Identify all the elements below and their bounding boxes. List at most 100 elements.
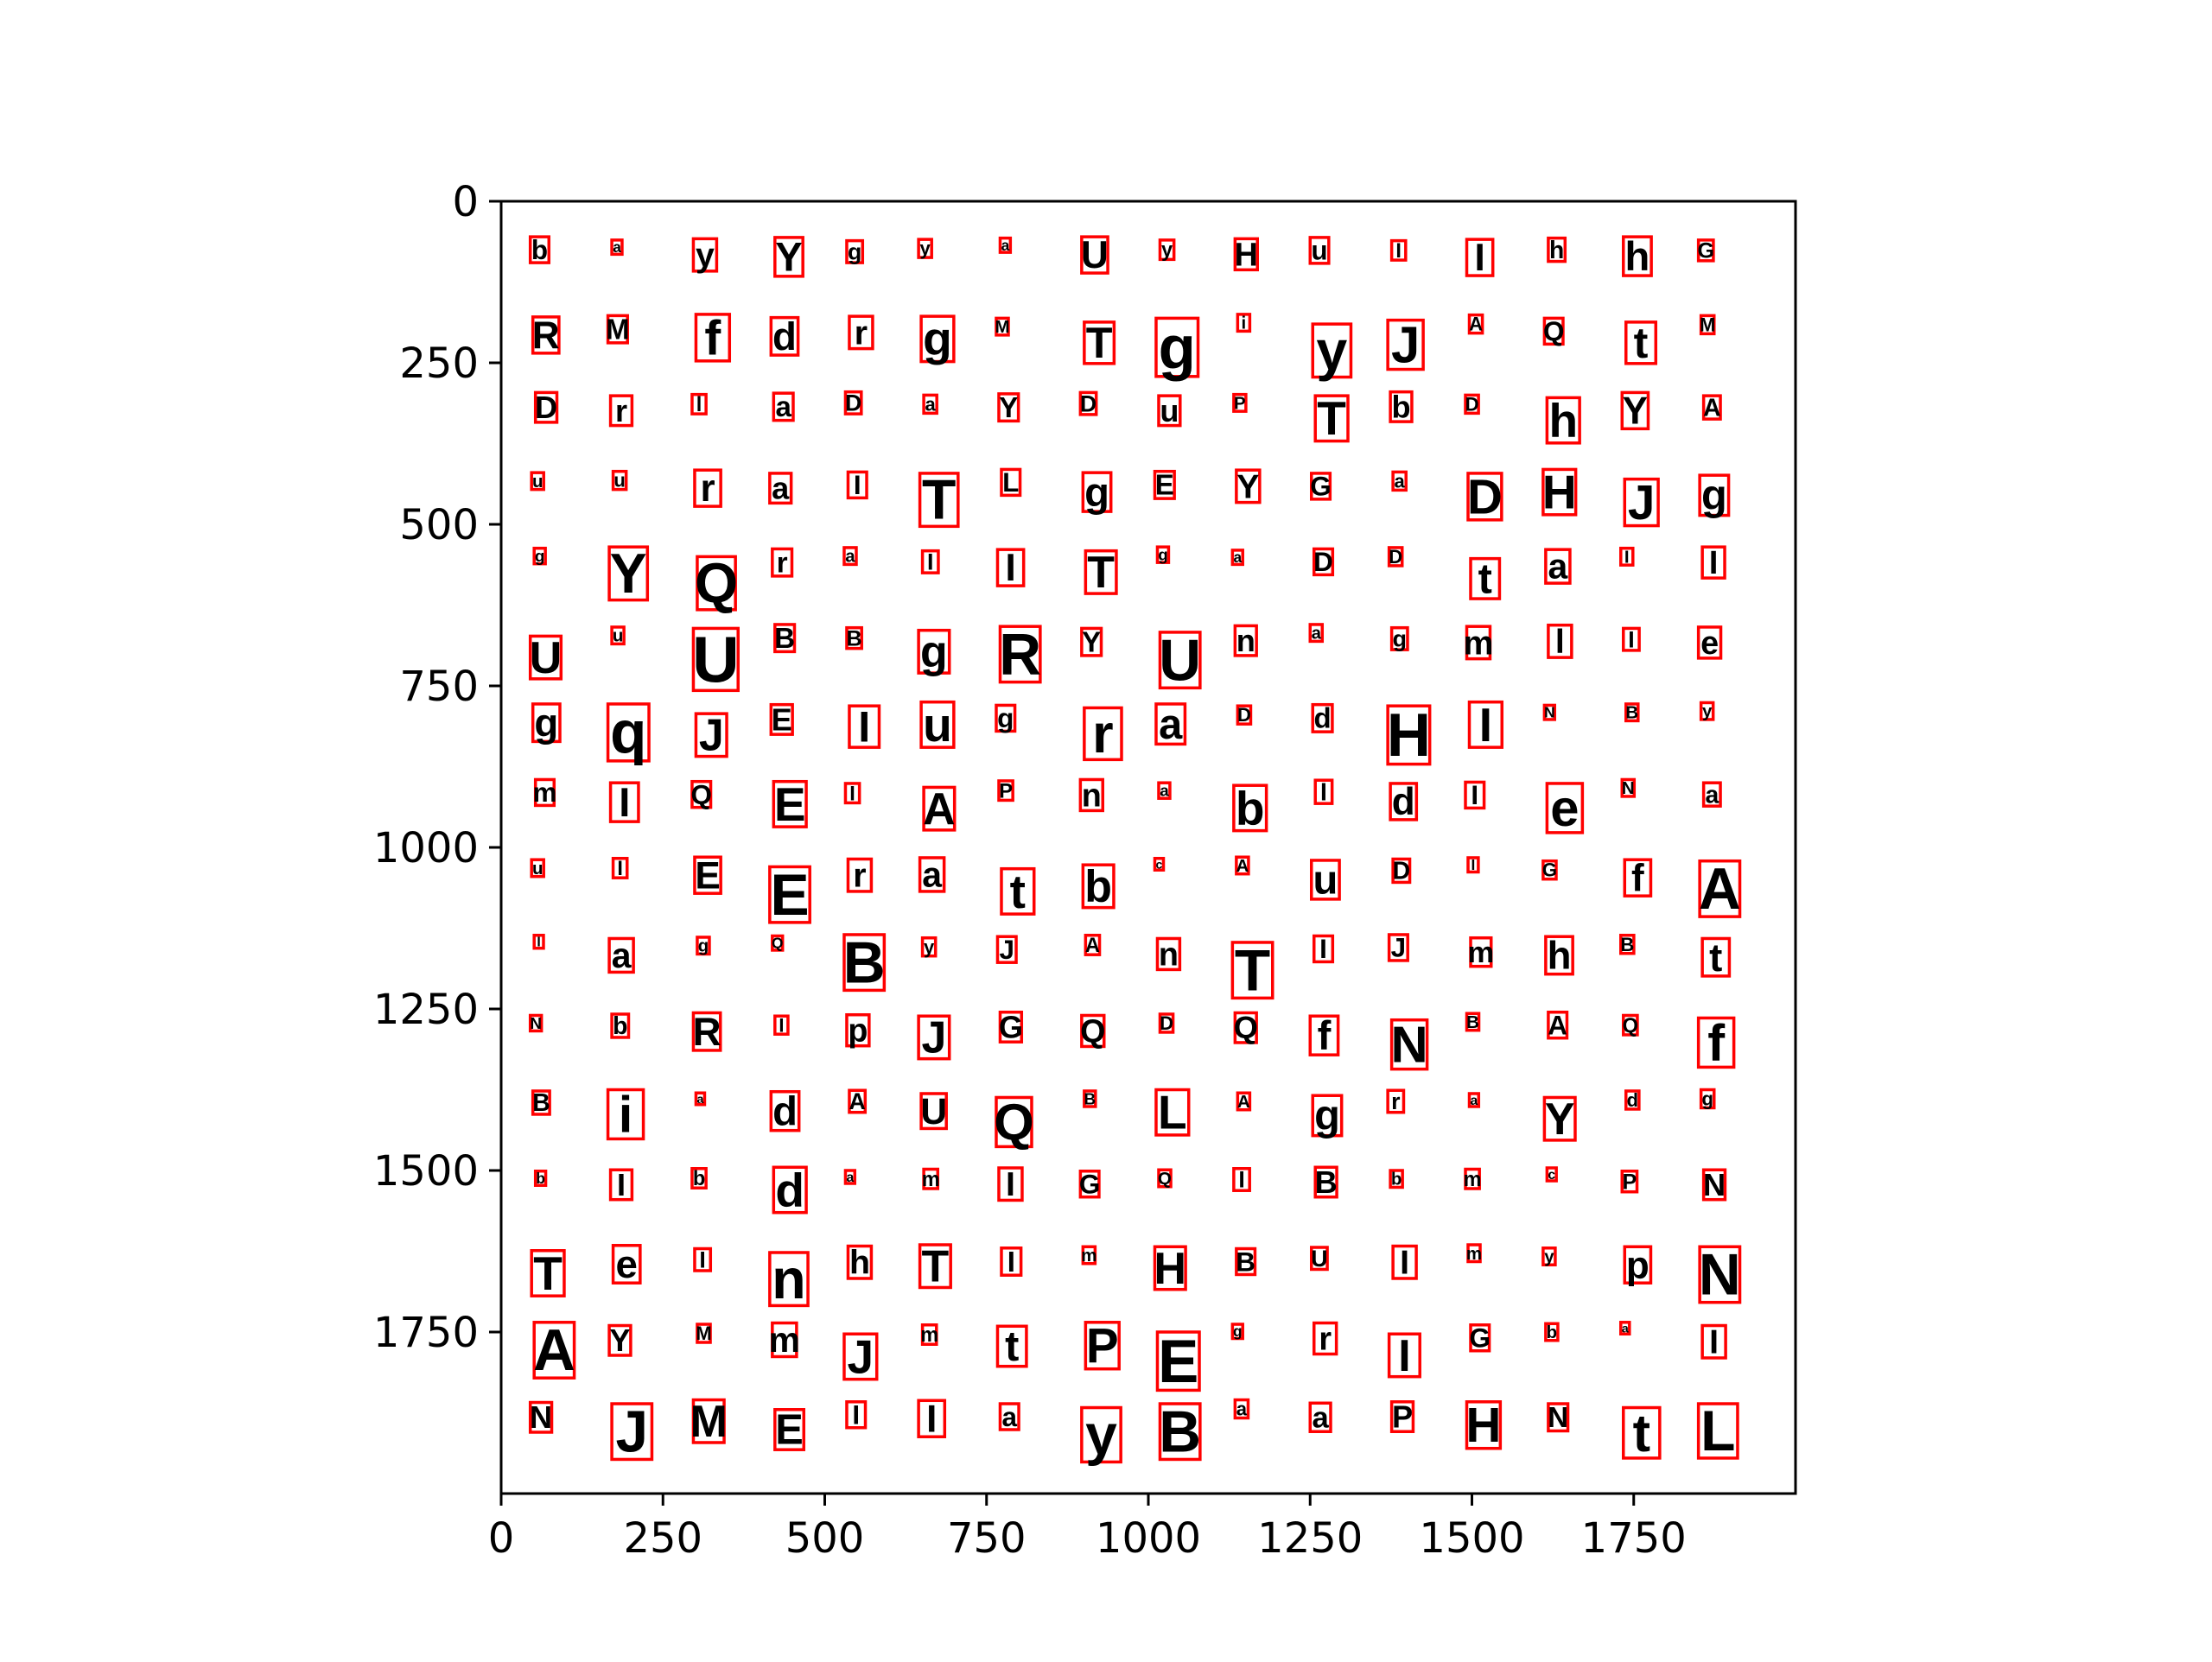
char-glyph: L <box>1158 1086 1187 1139</box>
y-tick-label: 1250 <box>373 986 479 1034</box>
char-bbox <box>610 625 626 646</box>
char-glyph: g <box>535 547 545 565</box>
char-mark: m <box>1081 1245 1096 1266</box>
char-glyph: I <box>1709 544 1718 580</box>
char-glyph: g <box>923 312 952 365</box>
char-glyph: n <box>1082 777 1102 813</box>
char-bbox <box>918 856 946 893</box>
char-glyph: I <box>699 1246 705 1272</box>
char-bbox <box>845 238 865 264</box>
char-mark: H <box>1465 1398 1503 1452</box>
char-mark: I <box>1000 1246 1023 1278</box>
char-bbox <box>773 1014 790 1036</box>
char-glyph: E <box>770 863 809 928</box>
char-mark: g <box>1311 1093 1344 1139</box>
char-glyph: r <box>777 546 788 578</box>
char-bbox <box>995 703 1017 733</box>
char-mark: h <box>1547 236 1567 263</box>
char-glyph: c <box>1156 857 1163 871</box>
char-mark: T <box>1083 318 1116 367</box>
char-bbox <box>1544 1322 1560 1342</box>
char-glyph: y <box>920 238 931 259</box>
char-mark: G <box>1078 1170 1101 1200</box>
char-mark: B <box>1083 1089 1097 1108</box>
char-bbox <box>1466 472 1503 522</box>
char-bbox <box>1467 700 1504 749</box>
char-glyph: I <box>1005 547 1015 589</box>
char-glyph: B <box>532 1088 550 1116</box>
char-glyph: m <box>1464 624 1494 662</box>
char-bbox <box>1080 1013 1106 1049</box>
char-mark: a <box>843 1169 857 1185</box>
char-bbox <box>772 1165 808 1215</box>
char-mark: m <box>1466 1243 1482 1264</box>
char-bbox <box>1387 1332 1421 1379</box>
char-mark: a <box>998 1402 1020 1432</box>
char-glyph: b <box>1547 1323 1557 1342</box>
char-glyph: a <box>612 936 632 975</box>
y-tick-label: 1750 <box>373 1309 479 1357</box>
char-bbox <box>1467 1092 1481 1108</box>
char-glyph: D <box>1237 704 1251 726</box>
char-glyph: l <box>696 393 702 416</box>
char-mark: Y <box>1235 467 1262 505</box>
char-bbox <box>1696 625 1723 660</box>
char-glyph: D <box>1389 546 1402 568</box>
char-glyph: a <box>1002 1402 1018 1432</box>
char-glyph: a <box>922 854 942 894</box>
char-mark: I <box>920 549 940 575</box>
char-glyph: Y <box>999 391 1018 423</box>
char-mark: I <box>845 1400 868 1430</box>
char-glyph: q <box>610 699 646 766</box>
char-bbox <box>1620 1169 1639 1194</box>
char-bbox <box>1389 625 1409 651</box>
char-glyph: T <box>922 469 956 531</box>
char-bbox <box>922 393 938 416</box>
char-mark: A <box>532 1318 576 1383</box>
char-bbox <box>919 700 956 749</box>
char-bbox <box>1622 1013 1639 1037</box>
char-mark: g <box>696 936 711 956</box>
char-mark: Q <box>1542 316 1565 346</box>
char-bbox <box>1389 1169 1404 1189</box>
char-bbox <box>1698 473 1731 517</box>
char-glyph: h <box>1625 233 1650 279</box>
char-glyph: g <box>1393 626 1407 652</box>
char-glyph: a <box>1001 237 1010 254</box>
char-glyph: g <box>1158 546 1168 564</box>
char-mark: d <box>769 314 800 358</box>
char-bbox <box>1155 1330 1201 1392</box>
char-mark: I <box>532 933 545 950</box>
char-bbox <box>1308 236 1331 265</box>
char-glyph: I <box>617 857 623 879</box>
char-mark: b <box>1081 861 1116 911</box>
char-bbox <box>1624 1089 1641 1111</box>
char-glyph: a <box>1236 1399 1248 1420</box>
char-bbox <box>531 1089 551 1116</box>
char-mark: Y <box>607 542 650 605</box>
char-glyph: y <box>1161 238 1173 261</box>
char-mark: J <box>1386 316 1425 374</box>
char-glyph: I <box>1709 1323 1719 1361</box>
char-glyph: I <box>849 782 855 804</box>
char-bbox <box>918 1243 952 1290</box>
char-mark: e <box>611 1242 642 1286</box>
char-bbox <box>1622 235 1653 277</box>
char-glyph: t <box>1709 936 1722 980</box>
char-bbox <box>696 555 737 612</box>
char-bbox <box>608 394 634 428</box>
char-mark: y <box>917 238 933 259</box>
char-glyph: d <box>772 314 797 358</box>
char-glyph: y <box>924 936 935 958</box>
char-mark: a <box>1467 1092 1481 1108</box>
char-glyph: B <box>1315 1164 1338 1200</box>
char-mark: D <box>1466 469 1503 523</box>
char-mark: D <box>1391 857 1412 885</box>
char-bbox <box>768 865 811 924</box>
char-mark: I <box>997 1165 1024 1203</box>
char-bbox <box>1699 314 1716 336</box>
char-glyph: R <box>999 623 1041 688</box>
char-glyph: a <box>1705 780 1719 808</box>
char-glyph: U <box>692 623 740 695</box>
char-bbox <box>1309 472 1332 501</box>
